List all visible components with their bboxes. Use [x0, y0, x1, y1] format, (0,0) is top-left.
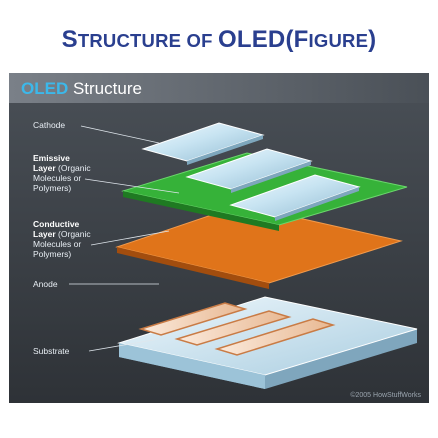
oled-layers-illustration — [9, 73, 429, 403]
conductive-layer — [115, 204, 403, 289]
label-anode: Anode — [33, 279, 58, 289]
figure-header-bar — [9, 73, 429, 103]
emissive-layer — [121, 152, 408, 231]
cathode-strips — [141, 122, 361, 221]
label-cathode: Cathode — [33, 120, 66, 130]
page-title: STRUCTURE OF OLED(FIGURE) — [61, 26, 377, 53]
figure-header-title: OLED Structure — [21, 79, 142, 98]
copyright-notice: ©2005 HowStuffWorks — [350, 392, 421, 399]
label-emissive-layer: Emissive Layer (Organic Molecules or Pol… — [33, 153, 91, 193]
label-leader-lines — [69, 125, 180, 352]
oled-structure-figure: OLED Structure Cathode Emissive Layer (O… — [9, 73, 429, 403]
label-substrate: Substrate — [33, 346, 70, 356]
anode-strips — [138, 302, 336, 356]
label-conductive-layer: Conductive Layer (Organic Molecules or P… — [33, 219, 91, 259]
